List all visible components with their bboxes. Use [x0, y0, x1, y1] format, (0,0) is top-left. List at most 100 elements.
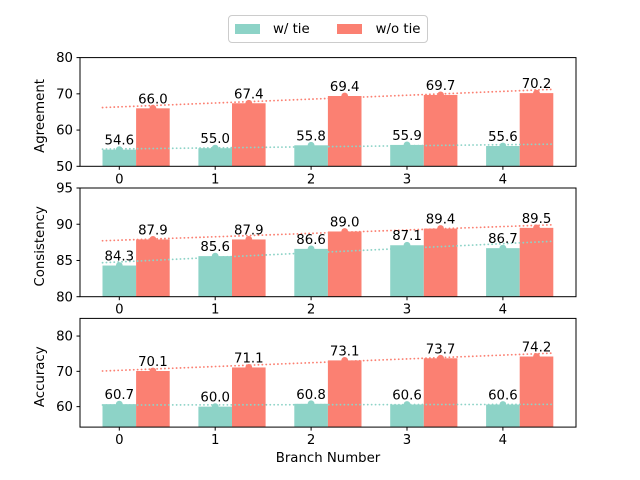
y-tick-label: 85: [56, 254, 73, 269]
bar-marker: [499, 244, 507, 252]
value-label: 69.4: [330, 80, 360, 95]
legend-patch-w-tie-icon: [235, 24, 260, 34]
x-tick-label: 4: [499, 433, 507, 448]
trendline-wo-tie: [101, 223, 555, 242]
value-label: 73.7: [426, 342, 456, 357]
value-label: 67.4: [234, 87, 264, 102]
value-label: 60.7: [104, 388, 134, 403]
subplot-frame: [79, 57, 577, 167]
y-axis-label: Accuracy: [33, 346, 48, 407]
bar-wo-tie-1: [232, 239, 266, 297]
bar-w-tie-1: [198, 148, 232, 167]
bar-wo-tie-2: [327, 96, 362, 167]
value-label: 89.5: [522, 212, 552, 227]
value-label: 86.6: [296, 233, 326, 248]
bar-w-tie-1: [198, 256, 232, 297]
legend-patch-wo-tie-icon: [336, 24, 362, 34]
bar-wo-tie-0: [136, 239, 170, 297]
bar-w-tie-3: [390, 144, 424, 167]
trendline-wo-tie: [101, 88, 555, 109]
bar-wo-tie-4: [519, 93, 554, 167]
value-label: 55.6: [488, 130, 518, 145]
value-label: 85.6: [200, 240, 230, 255]
bar-wo-tie-4: [519, 356, 554, 428]
bar-wo-tie-1: [232, 367, 266, 428]
y-tick-label: 70: [56, 365, 73, 380]
bar-marker: [437, 91, 444, 99]
value-label: 55.8: [296, 129, 326, 144]
trendline-w-tie: [101, 143, 555, 150]
y-tick-label: 60: [56, 400, 73, 415]
value-label: 84.3: [104, 250, 134, 265]
value-label: 60.6: [392, 389, 422, 404]
value-label: 70.1: [138, 355, 168, 370]
x-tick-label: 1: [211, 433, 219, 448]
bar-w-tie-3: [390, 404, 424, 428]
y-tick-label: 80: [56, 51, 73, 66]
y-tick-label: 70: [56, 87, 73, 102]
value-label: 55.0: [200, 132, 230, 147]
bar-w-tie-4: [486, 146, 520, 167]
value-label: 55.9: [392, 129, 422, 144]
subplot-frame: [79, 187, 577, 298]
bar-marker: [115, 146, 123, 154]
bar-marker: [437, 354, 444, 362]
x-tick-label: 3: [403, 303, 411, 318]
bar-w-tie-4: [486, 248, 520, 297]
value-label: 73.1: [330, 344, 360, 359]
legend-label-wo-tie: w/o tie: [375, 21, 421, 37]
bar-w-tie-3: [390, 245, 424, 297]
bar-marker: [437, 225, 444, 232]
y-tick-label: 80: [56, 330, 73, 345]
trendline-w-tie: [101, 240, 555, 264]
bar-marker: [341, 356, 349, 364]
x-tick-label: 0: [115, 433, 123, 448]
trendline-wo-tie: [101, 352, 555, 372]
x-tick-label: 2: [307, 172, 315, 187]
x-tick-label: 3: [403, 172, 411, 187]
y-tick-label: 60: [56, 124, 73, 139]
x-tick-label: 1: [211, 303, 219, 318]
bar-marker: [115, 400, 123, 408]
value-label: 89.0: [330, 215, 360, 230]
bar-w-tie-2: [294, 403, 328, 428]
bar-wo-tie-2: [327, 231, 362, 297]
x-tick-label: 0: [115, 172, 123, 187]
bar-w-tie-0: [102, 404, 137, 428]
bar-marker: [307, 245, 315, 253]
y-tick-label: 90: [56, 218, 73, 233]
bar-marker: [499, 401, 507, 408]
y-tick-label: 80: [56, 290, 73, 305]
value-label: 74.2: [522, 341, 552, 356]
y-axis-label: Agreement: [33, 79, 48, 153]
value-label: 66.0: [138, 92, 168, 107]
bar-wo-tie-3: [423, 358, 458, 428]
legend: w/ tie w/o tie: [228, 15, 428, 43]
bar-wo-tie-2: [327, 360, 362, 428]
trendline-w-tie: [101, 403, 555, 406]
bar-marker: [211, 403, 219, 411]
bar-marker: [533, 353, 540, 360]
bar-w-tie-0: [102, 149, 137, 167]
x-tick-label: 4: [499, 172, 507, 187]
bar-w-tie-4: [486, 404, 520, 428]
value-label: 69.7: [426, 79, 456, 94]
value-label: 60.6: [488, 389, 518, 404]
bar-marker: [533, 89, 540, 97]
x-tick-label: 2: [307, 303, 315, 318]
bar-wo-tie-3: [423, 94, 458, 167]
bar-wo-tie-0: [136, 108, 170, 167]
x-tick-label: 0: [115, 303, 123, 318]
value-label: 87.9: [234, 223, 264, 238]
x-axis-label: Branch Number: [276, 451, 381, 466]
y-tick-label: 50: [56, 160, 73, 175]
x-tick-label: 4: [499, 303, 507, 318]
value-label: 87.1: [392, 229, 422, 244]
bar-marker: [149, 104, 157, 112]
value-label: 70.2: [522, 77, 552, 92]
value-label: 87.9: [138, 223, 168, 238]
y-axis-label: Consistency: [33, 206, 48, 287]
bar-w-tie-1: [198, 406, 232, 428]
